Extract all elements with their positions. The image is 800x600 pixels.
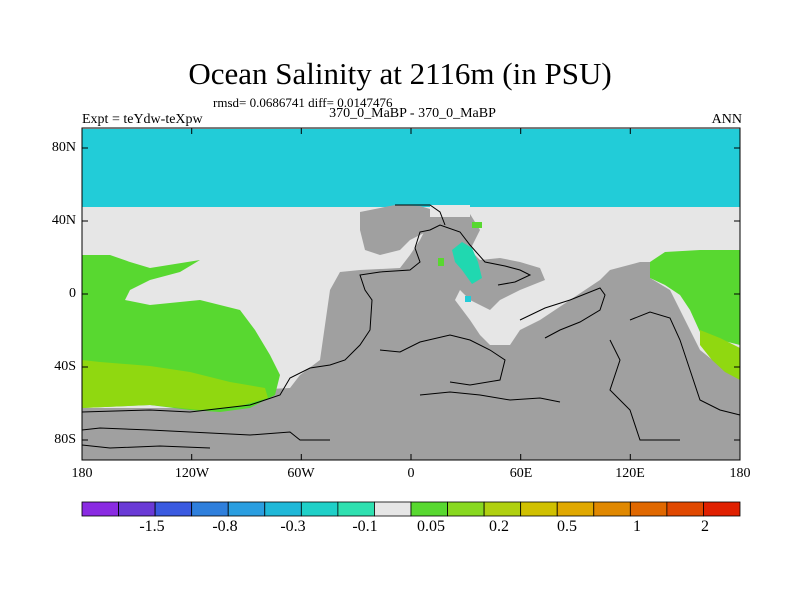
westpacific-yellowgreen-region xyxy=(700,330,740,380)
colorbar-label: -0.8 xyxy=(212,518,238,535)
colorbar-swatch xyxy=(703,501,741,517)
gap-north xyxy=(430,205,470,217)
season-label: ANN xyxy=(711,112,742,127)
colorbar-swatch xyxy=(337,501,375,517)
small-cyan-patch xyxy=(465,296,471,302)
colorbar-swatch xyxy=(227,501,266,517)
colorbar-label: 1 xyxy=(633,518,641,535)
colorbar-swatch xyxy=(447,501,485,517)
arctic-cyan-region xyxy=(82,129,740,207)
land-region-north xyxy=(360,205,440,255)
experiment-label: Expt = teYdw-teXpw xyxy=(82,112,203,127)
lon-label-120e: 120E xyxy=(615,466,645,481)
colorbar-swatch xyxy=(556,501,595,517)
lon-label-60w: 60W xyxy=(287,466,315,481)
lat-label-40s: 40S xyxy=(54,359,76,374)
map-subtitle: 370_0_MaBP - 370_0_MaBP xyxy=(329,106,496,121)
pacific-yellowgreen-region xyxy=(82,360,268,410)
colorbar xyxy=(81,501,741,517)
map-title: Ocean Salinity at 2116m (in PSU) xyxy=(188,56,612,91)
colorbar-swatch xyxy=(483,501,522,517)
lat-label-80s: 80S xyxy=(54,432,76,447)
small-green-patch-2 xyxy=(472,222,482,228)
colorbar-swatch xyxy=(264,501,302,517)
colorbar-label: -0.1 xyxy=(352,518,378,535)
colorbar-swatch xyxy=(410,501,448,517)
lon-label-0: 0 xyxy=(407,466,415,481)
colorbar-label: 0.2 xyxy=(489,518,509,535)
lat-label-40n: 40N xyxy=(51,213,76,228)
lon-label-180e: 180 xyxy=(729,466,751,481)
colorbar-swatch xyxy=(520,501,558,517)
colorbar-swatch xyxy=(593,501,631,517)
lon-label-60e: 60E xyxy=(509,466,533,481)
small-green-patch xyxy=(438,258,444,266)
mediterranean-teal-region xyxy=(452,242,482,284)
lat-ticks xyxy=(82,147,740,441)
westpacific-green-region xyxy=(650,250,740,345)
colorbar-swatch xyxy=(374,501,412,517)
colorbar-swatch xyxy=(666,501,704,517)
colorbar-label: 2 xyxy=(701,518,709,535)
lat-label-0: 0 xyxy=(69,286,76,301)
colorbar-swatch xyxy=(629,501,668,517)
colorbar-label: 0.05 xyxy=(417,518,445,535)
lat-label-80n: 80N xyxy=(51,140,76,155)
colorbar-label: -1.5 xyxy=(139,518,165,535)
colorbar-swatch xyxy=(154,501,193,517)
colorbar-swatch xyxy=(191,501,229,517)
coastlines xyxy=(81,204,741,449)
lon-ticks xyxy=(191,128,631,460)
stats-line: rmsd= 0.0686741 diff= 0.0147476 xyxy=(213,95,393,110)
colorbar-label: -0.3 xyxy=(280,518,306,535)
colorbar-swatch xyxy=(300,501,339,517)
colorbar-swatch xyxy=(81,501,119,517)
lon-label-180w: 180 xyxy=(71,466,93,481)
lon-label-120w: 120W xyxy=(174,466,210,481)
colorbar-swatch xyxy=(118,501,156,517)
colorbar-label: 0.5 xyxy=(557,518,577,535)
